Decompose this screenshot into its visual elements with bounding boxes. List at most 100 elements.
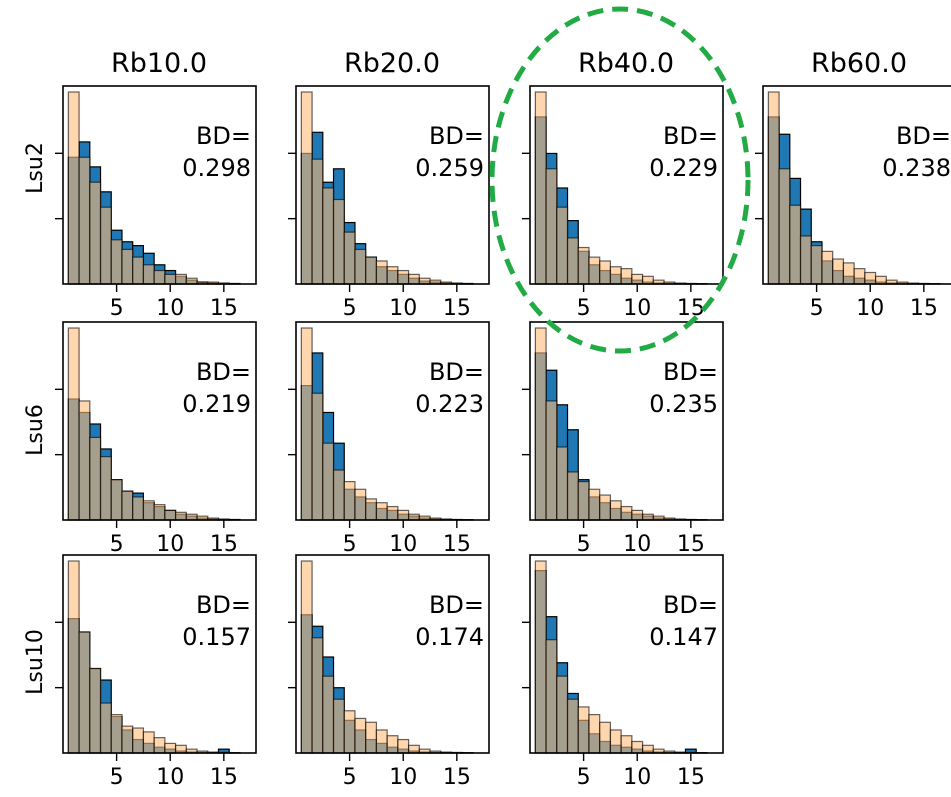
x-tick-label: 10: [389, 532, 417, 557]
bar: [588, 713, 601, 754]
bar: [620, 268, 633, 285]
bar: [631, 509, 644, 521]
bar: [164, 509, 177, 521]
bar: [620, 505, 633, 521]
bar: [566, 471, 579, 521]
bar: [121, 248, 134, 285]
bar: [799, 235, 812, 285]
x-tick-label: 5: [110, 532, 124, 557]
axes-frame: [295, 554, 490, 754]
bd-annotation: BD=: [429, 591, 484, 619]
bar: [577, 481, 590, 521]
panel-lsu6-rb20-0: 5 10 15 BD= 0.223: [288, 321, 490, 557]
bar: [407, 513, 420, 521]
bar: [78, 631, 91, 754]
bar: [588, 488, 601, 521]
bd-annotation: 0.174: [415, 623, 484, 651]
x-tick-label: 15: [443, 532, 471, 557]
bd-annotation: BD=: [663, 122, 718, 150]
bar: [631, 740, 644, 754]
bar: [789, 204, 802, 285]
bar: [78, 156, 91, 285]
axes-frame: [62, 321, 257, 521]
bar: [534, 91, 547, 285]
bar: [174, 273, 187, 285]
panel-lsu6-rb40-0: 5 10 15 BD= 0.235: [522, 321, 724, 557]
x-tick-label: 5: [577, 532, 591, 557]
x-tick-label: 15: [677, 296, 705, 321]
bd-annotation: 0.157: [182, 623, 251, 651]
bar: [864, 271, 877, 285]
x-tick-label: 10: [156, 532, 184, 557]
x-tick-label: 5: [343, 296, 357, 321]
axes-frame: [62, 85, 257, 285]
axes-frame: [62, 554, 257, 754]
panel-lsu6-rb10-0: 5 10 15 BD= 0.219: [55, 321, 257, 557]
bd-annotation: 0.147: [649, 623, 718, 651]
x-tick-label: 5: [577, 765, 591, 790]
axes-frame: [295, 321, 490, 521]
bar: [99, 456, 112, 521]
bar: [354, 248, 367, 285]
x-tick-label: 15: [443, 296, 471, 321]
x-tick-label: 15: [677, 532, 705, 557]
bar: [375, 260, 388, 285]
bar: [153, 737, 166, 754]
bar: [609, 729, 622, 754]
bd-annotation: 0.219: [182, 390, 251, 418]
panel-lsu2-rb40-0: 5 10 15 BD= 0.229: [522, 85, 724, 321]
bar: [556, 675, 569, 754]
bar: [311, 158, 324, 285]
x-tick-label: 10: [156, 296, 184, 321]
panel-lsu2-rb60-0: 5 10 15 BD= 0.238: [755, 85, 951, 321]
bar: [343, 481, 356, 521]
bar: [89, 667, 102, 754]
x-tick-label: 10: [623, 532, 651, 557]
bd-annotation: BD=: [196, 358, 251, 386]
x-tick-label: 5: [577, 296, 591, 321]
bar: [821, 250, 834, 285]
axes-frame: [762, 85, 951, 285]
highlight-ellipse: [489, 6, 751, 354]
x-tick-label: 15: [210, 532, 238, 557]
bd-annotation: 0.298: [182, 154, 251, 182]
row-label-lsu10: Lsu10: [23, 629, 48, 695]
bar: [566, 237, 579, 285]
bar: [311, 637, 324, 754]
panel-lsu10-rb20-0: 5 10 15 BD= 0.174: [288, 554, 490, 790]
panel-lsu10-rb40-0: 5 10 15 BD= 0.147: [522, 554, 724, 790]
bar: [545, 168, 558, 285]
bd-annotation: 0.223: [415, 390, 484, 418]
bar: [832, 258, 845, 285]
bar: [354, 717, 367, 754]
bar: [641, 513, 654, 521]
bar: [620, 735, 633, 754]
bar: [300, 327, 313, 521]
bar: [322, 675, 335, 754]
bar: [810, 245, 823, 285]
x-tick-label: 5: [343, 532, 357, 557]
bar: [153, 504, 166, 521]
axes-frame: [529, 85, 724, 285]
bd-annotation: BD=: [196, 591, 251, 619]
bar: [110, 713, 123, 754]
bar: [99, 206, 112, 285]
panel-lsu2-rb10-0: 5 10 15 BD= 0.298: [55, 85, 257, 321]
bar: [641, 275, 654, 285]
bar: [386, 735, 399, 754]
bar: [132, 256, 145, 285]
col-title-rb20: Rb20.0: [344, 48, 440, 79]
bar: [534, 327, 547, 521]
bar: [343, 710, 356, 754]
bar: [110, 239, 123, 285]
bd-annotation: 0.229: [649, 154, 718, 182]
bar: [397, 509, 410, 521]
x-tick-label: 10: [623, 765, 651, 790]
bar: [89, 436, 102, 521]
bar: [365, 498, 378, 521]
bar: [185, 513, 198, 521]
bd-annotation: BD=: [663, 358, 718, 386]
x-tick-label: 10: [623, 296, 651, 321]
bar: [78, 400, 91, 521]
